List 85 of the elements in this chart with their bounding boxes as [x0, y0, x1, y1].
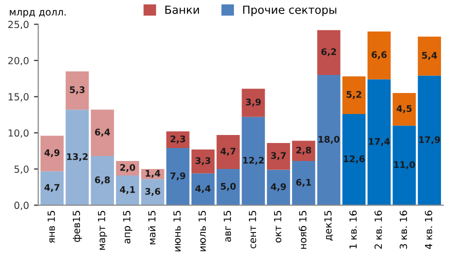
x-tick-label: окт 15	[274, 210, 282, 242]
bar	[216, 135, 240, 170]
x-tick-label: дек15	[324, 210, 333, 240]
bar	[317, 30, 340, 75]
data-label: 5,0	[220, 182, 236, 191]
data-label: 3,9	[246, 98, 261, 107]
data-label: 3,7	[271, 152, 286, 160]
data-label: 18,0	[318, 136, 340, 144]
x-tick-label: июль 15	[198, 210, 206, 252]
x-tick-label: апр 15	[123, 210, 132, 244]
data-label: 4,4	[195, 185, 211, 194]
bar	[242, 116, 265, 206]
bar	[216, 169, 240, 206]
bar	[166, 148, 190, 206]
data-label: 6,8	[94, 176, 110, 184]
data-label: 12,6	[344, 155, 365, 164]
y-tick-label: 0,0	[14, 202, 29, 210]
data-label: 17,4	[368, 138, 390, 146]
data-label: 5,2	[346, 91, 362, 99]
data-label: 17,9	[419, 136, 440, 144]
x-tick-label: март 15	[98, 210, 108, 250]
bar	[191, 173, 215, 206]
data-label: 4,1	[120, 186, 135, 194]
y-tick-label: 20,0	[8, 56, 29, 66]
x-tick-label: авг 15	[224, 210, 231, 242]
data-label: 6,6	[372, 51, 387, 60]
bar	[368, 79, 391, 206]
x-tick-label: 4 кв. 16	[424, 210, 432, 250]
bar	[191, 149, 215, 174]
x-tick-label: май 15	[148, 210, 156, 244]
data-label: 11,0	[394, 161, 415, 170]
bar	[292, 161, 316, 206]
bar	[266, 142, 290, 170]
data-label: 12,2	[243, 156, 264, 165]
data-label: 2,8	[296, 146, 312, 155]
data-label: 6,4	[94, 128, 110, 137]
legend-label: Прочие секторы	[243, 6, 336, 16]
x-tick-label: фев15	[72, 210, 82, 242]
data-label: 4,7	[220, 148, 236, 156]
x-tick-label: нояб 15	[298, 210, 306, 249]
bar	[418, 76, 441, 206]
x-tick-label: 2 кв. 16	[374, 210, 382, 249]
bar	[342, 76, 366, 114]
x-tick-label: сент 15	[248, 210, 256, 248]
bar	[40, 136, 64, 172]
bar	[392, 93, 416, 126]
data-label: 1,4	[146, 170, 160, 178]
data-label: 4,7	[44, 184, 60, 192]
bar	[90, 110, 114, 156]
data-label: 6,2	[321, 48, 336, 56]
bar	[66, 71, 89, 110]
bar	[418, 36, 441, 76]
data-label: 4,9	[44, 149, 60, 158]
x-tick-label: янв 15	[48, 210, 55, 243]
data-label: 13,2	[67, 153, 88, 162]
x-tick-label: июнь 15	[173, 210, 181, 252]
bar	[368, 32, 391, 80]
y-axis-title: млрд долл.	[10, 10, 66, 18]
data-label: 6,1	[296, 178, 312, 187]
data-label: 4,5	[396, 105, 412, 114]
bar	[116, 176, 140, 206]
x-tick-label: 3 кв. 16	[400, 210, 408, 249]
data-label: 3,6	[145, 188, 160, 196]
legend-label: Банки	[165, 6, 199, 14]
data-label: 2,0	[120, 164, 136, 172]
data-label: 5,4	[422, 52, 437, 60]
bar	[317, 74, 340, 206]
data-label: 2,3	[170, 136, 186, 144]
y-tick-label: 10,0	[8, 129, 29, 138]
bar	[141, 179, 164, 206]
bar	[66, 110, 89, 206]
bar	[242, 88, 265, 117]
bar	[266, 170, 290, 206]
data-label: 3,3	[196, 157, 210, 166]
y-tick-label: 25,0	[8, 20, 29, 30]
y-tick-label: 15,0	[8, 93, 29, 102]
data-label: 7,9	[170, 172, 186, 180]
x-tick-label: 1 кв. 16	[349, 210, 357, 248]
bar	[392, 126, 416, 206]
bar	[90, 156, 114, 206]
y-tick-label: 5,0	[14, 166, 29, 174]
bar	[40, 171, 64, 206]
bar	[342, 114, 366, 206]
data-label: 5,3	[70, 86, 85, 94]
data-label: 4,9	[270, 183, 286, 192]
